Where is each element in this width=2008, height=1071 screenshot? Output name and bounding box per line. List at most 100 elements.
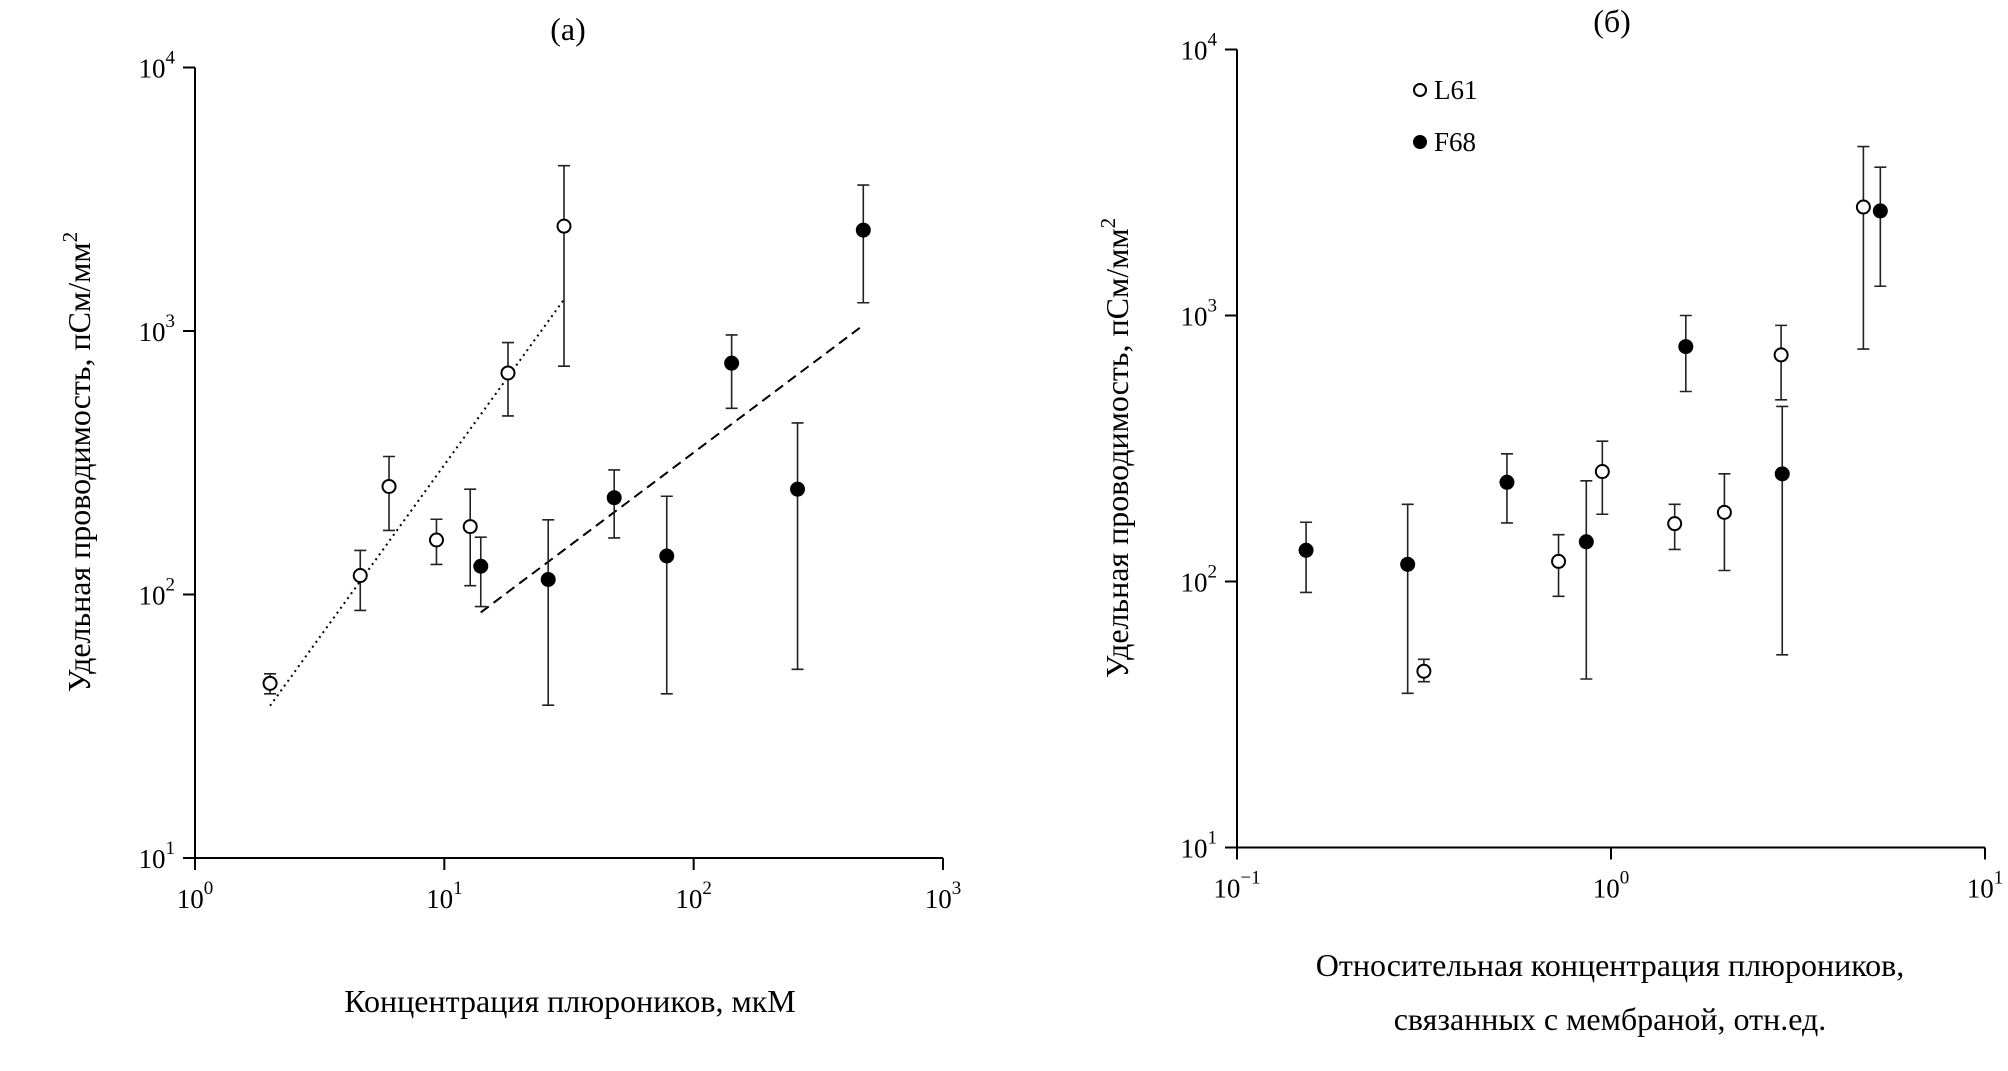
tick-base: 10 — [1181, 36, 1208, 66]
x-tick-label: 101 — [1967, 868, 2004, 904]
data-point-open — [352, 568, 368, 584]
data-point-filled — [473, 558, 489, 574]
tick-base: 10 — [675, 884, 702, 914]
tick-base: 10 — [139, 844, 166, 874]
tick-base: 10 — [1181, 568, 1208, 598]
tick-exp: 3 — [952, 878, 962, 899]
data-point-open — [1716, 504, 1732, 520]
y-tick-label: 103 — [139, 311, 176, 347]
panel-a-title: (a) — [550, 11, 586, 47]
y-tick-label: 104 — [1181, 30, 1218, 66]
tick-base: 10 — [1593, 874, 1620, 904]
tick-exp: 0 — [204, 878, 214, 899]
data-point-open — [428, 532, 444, 548]
tick-base: 10 — [139, 317, 166, 347]
data-point-open — [1667, 516, 1683, 532]
y-tick-label: 101 — [139, 838, 176, 874]
data-point-open — [462, 519, 478, 535]
error-bar — [857, 184, 870, 304]
ylabel-text: Удельная проводимость, пСм/мм — [61, 242, 97, 692]
data-point-filled — [1678, 339, 1694, 355]
data-point-filled — [1298, 542, 1314, 558]
tick-base: 10 — [177, 884, 204, 914]
data-point-filled — [1872, 203, 1888, 219]
data-point-filled — [724, 355, 740, 371]
error-bar — [1776, 405, 1789, 656]
y-tick-label: 101 — [1181, 828, 1218, 864]
tick-exp: 2 — [166, 575, 176, 596]
legend: L61 F68 — [1413, 75, 1478, 157]
panel-b-xlabel-line1: Относительная концентрация плюроников, — [1316, 947, 1904, 983]
data-point-open — [1773, 347, 1789, 363]
data-point-filled — [1400, 556, 1416, 572]
error-bar — [1401, 503, 1414, 695]
panel-a: (a) Концентрация плюроников, мкМ Удельна… — [58, 11, 961, 1019]
data-point-filled — [540, 572, 556, 588]
data-point-open — [500, 365, 516, 381]
data-point-filled — [1774, 466, 1790, 482]
tick-base: 10 — [426, 884, 453, 914]
data-point-filled — [790, 481, 806, 497]
panel-a-ylabel: Удельная проводимость, пСм/мм2 — [58, 232, 97, 692]
data-point-open — [1594, 464, 1610, 480]
panel-b-title: (б) — [1593, 3, 1631, 39]
legend-marker-f68 — [1413, 135, 1427, 149]
y-tick-label: 102 — [1181, 562, 1218, 598]
tick-exp: 2 — [1208, 562, 1218, 583]
panel-b: (б) Относительная концентрация плюронико… — [1096, 3, 2003, 1037]
error-bar — [1580, 480, 1593, 680]
x-tick-label: 100 — [1593, 868, 1630, 904]
tick-base: 10 — [1181, 834, 1208, 864]
ylabel-text: Удельная проводимость, пСм/мм — [1099, 228, 1135, 678]
legend-marker-l61 — [1413, 83, 1427, 97]
axes — [1236, 49, 1985, 849]
data-point-open — [262, 675, 278, 691]
tick-exp: 0 — [1620, 868, 1630, 889]
data-point-filled — [1499, 474, 1515, 490]
data-point-filled — [1578, 534, 1594, 550]
panel-b-ylabel: Удельная проводимость, пСм/мм2 — [1096, 218, 1135, 678]
tick-exp: 4 — [1208, 30, 1218, 51]
tick-exp: 2 — [702, 878, 712, 899]
tick-base: 10 — [925, 884, 952, 914]
data-point-open — [1551, 553, 1567, 569]
ylabel-sup: 2 — [58, 232, 82, 243]
tick-exp: 3 — [166, 311, 176, 332]
tick-base: 10 — [139, 54, 166, 84]
panel-b-xlabel-line2: связанных с мембраной, отн.ед. — [1394, 1001, 1827, 1037]
y-tick-label: 104 — [139, 48, 176, 84]
error-bar — [791, 422, 804, 671]
tick-exp: 1 — [1994, 868, 2004, 889]
tick-base: 10 — [1181, 302, 1208, 332]
data-point-filled — [659, 548, 675, 564]
data-point-open — [556, 218, 572, 234]
error-bar — [1874, 166, 1887, 288]
error-bar — [542, 519, 555, 707]
data-point-filled — [855, 222, 871, 238]
tick-exp: 1 — [166, 838, 176, 859]
error-bar — [1857, 145, 1870, 350]
ylabel-sup: 2 — [1096, 218, 1120, 229]
tick-exp: −1 — [1240, 868, 1260, 889]
data-point-filled — [606, 490, 622, 506]
error-bar — [1775, 324, 1788, 401]
x-tick-label: 10−1 — [1213, 868, 1260, 904]
x-tick-label: 101 — [426, 878, 463, 914]
x-tick-label: 102 — [675, 878, 712, 914]
legend-label-l61: L61 — [1434, 75, 1478, 105]
dashed-fit-line — [480, 324, 864, 614]
tick-exp: 4 — [166, 48, 176, 69]
data-point-open — [1416, 663, 1432, 679]
axes — [194, 67, 943, 859]
error-bar — [464, 488, 477, 587]
tick-base: 10 — [1967, 874, 1994, 904]
panel-a-xlabel: Концентрация плюроников, мкМ — [344, 983, 795, 1019]
y-tick-label: 103 — [1181, 296, 1218, 332]
y-tick-label: 102 — [139, 575, 176, 611]
data-point-open — [381, 478, 397, 494]
x-tick-label: 100 — [177, 878, 214, 914]
legend-label-f68: F68 — [1434, 127, 1476, 157]
tick-base: 10 — [1213, 874, 1240, 904]
tick-base: 10 — [139, 581, 166, 611]
